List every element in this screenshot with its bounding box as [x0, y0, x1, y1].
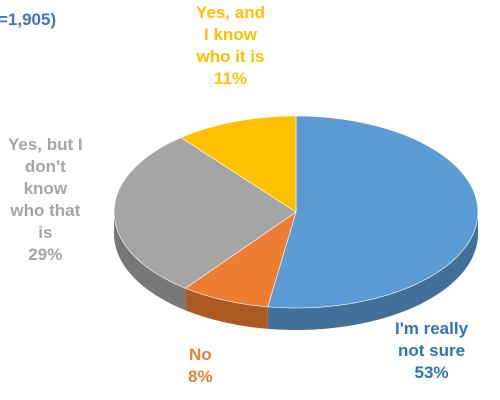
pie-side-no	[185, 288, 268, 329]
label-not-sure: I'm really not sure 53%	[395, 319, 469, 382]
pie-side-not-sure	[267, 212, 478, 330]
pie-side-yes-dont-know	[114, 212, 186, 311]
label-yes-dont-know: Yes, but I don't know who that is 29%	[8, 135, 83, 264]
label-no: No 8%	[188, 345, 213, 386]
chart-subtitle: =1,905)	[0, 10, 57, 29]
pie-slice-yes-dont-know	[113, 137, 297, 289]
pie-slice-not-sure	[267, 115, 479, 309]
pie-slice-yes-know	[180, 115, 297, 213]
label-yes-know: Yes, and I know who it is 11%	[196, 3, 265, 88]
pie-slice-no	[184, 211, 297, 308]
